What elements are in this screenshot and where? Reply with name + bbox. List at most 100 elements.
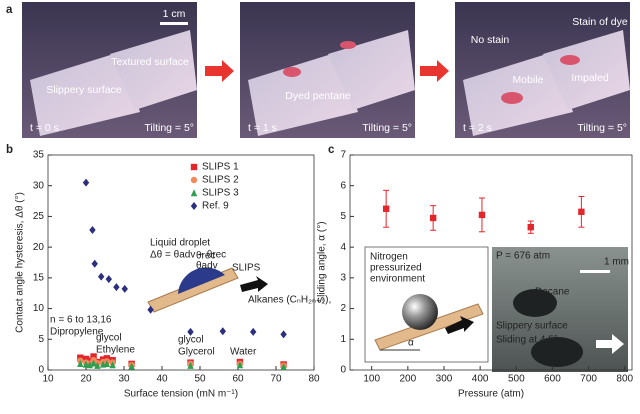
photo-text: Dyed pentane xyxy=(285,90,351,102)
y-tick-label: 4 xyxy=(340,242,346,253)
annotation: Alkanes (CₙH₂ₙ₊₂), xyxy=(248,295,331,306)
photo-text: Textured surface xyxy=(111,56,189,68)
plot-frame xyxy=(47,154,315,371)
time-label: t = 0 s xyxy=(30,122,59,134)
x-tick-label: 70 xyxy=(270,374,282,385)
point xyxy=(82,355,90,363)
y-tick-label: 15 xyxy=(33,272,45,283)
inset-drawing xyxy=(364,246,628,372)
x-tick-label: 300 xyxy=(436,374,453,385)
y-tick-label: 1 xyxy=(340,334,346,345)
point xyxy=(382,205,390,212)
scale-bar-label: 1 cm xyxy=(163,8,186,20)
legend-label: Ref. 9 xyxy=(202,201,229,212)
point xyxy=(86,361,93,369)
y-tick-label: 7 xyxy=(340,150,346,161)
point xyxy=(187,361,194,369)
y-tick-label: 25 xyxy=(33,211,45,222)
y-tick-label: 5 xyxy=(38,334,44,345)
point xyxy=(128,362,135,370)
annotation: glycol xyxy=(178,335,204,346)
y-tick-label: 2 xyxy=(340,303,346,314)
annotation: glycol xyxy=(96,333,122,344)
point xyxy=(121,284,128,293)
annotation: Slippery surface xyxy=(496,321,568,332)
x-tick-label: 500 xyxy=(508,374,525,385)
photo-text: Mobile xyxy=(513,74,544,86)
annotation: Ethylene xyxy=(96,345,135,356)
time-label: t = 2 s xyxy=(463,122,492,134)
x-tick-label: 800 xyxy=(616,374,633,385)
y-axis-label: Contact angle hysteresis, Δθ (°) xyxy=(15,192,26,333)
point xyxy=(236,361,244,369)
x-tick-label: 50 xyxy=(194,374,206,385)
x-tick-label: 40 xyxy=(156,374,168,385)
point xyxy=(82,360,90,368)
point xyxy=(91,259,98,268)
legend-marker xyxy=(190,176,198,184)
point xyxy=(98,272,105,281)
point xyxy=(105,275,112,284)
panel-label: b xyxy=(6,144,13,156)
inset-drawing xyxy=(147,267,268,313)
annotation: θrec xyxy=(196,251,215,262)
y-tick-label: 5 xyxy=(340,211,346,222)
arrow xyxy=(205,60,234,82)
annotation: P = 676 atm xyxy=(496,251,550,262)
x-axis-label: Surface tension (mN m⁻¹) xyxy=(124,389,238,400)
photo-text: Stain of dye xyxy=(572,16,628,28)
annotation: Liquid droplet xyxy=(150,238,210,249)
annotation: α xyxy=(408,338,414,349)
point xyxy=(77,360,84,368)
annotation: 1 mm xyxy=(604,257,629,268)
photo-text: Slippery surface xyxy=(46,84,121,96)
plot-frame xyxy=(349,154,633,371)
point xyxy=(219,327,226,336)
annotation: pressurized xyxy=(370,263,422,274)
point xyxy=(280,330,287,339)
y-axis-label: Sliding angle, α (°) xyxy=(317,221,328,303)
tilt-label: Tilting = 5° xyxy=(362,122,412,134)
time-label: t = 1 s xyxy=(248,122,277,134)
legend-marker xyxy=(190,189,198,197)
legend-label: SLIPS 1 xyxy=(202,162,239,173)
point xyxy=(478,211,486,219)
point xyxy=(280,363,287,371)
point xyxy=(113,283,120,292)
point xyxy=(90,359,97,367)
annotation: n = 6 to 13,16 xyxy=(50,315,112,326)
point xyxy=(94,361,101,369)
x-tick-label: 10 xyxy=(42,374,54,385)
annotation: environment xyxy=(370,274,425,285)
y-tick-label: 30 xyxy=(33,180,45,191)
x-tick-label: 80 xyxy=(308,374,320,385)
y-tick-label: 3 xyxy=(340,272,346,283)
y-tick-label: 20 xyxy=(33,242,45,253)
annotation: Dipropylene xyxy=(50,327,104,338)
point xyxy=(90,353,97,360)
point xyxy=(103,360,111,368)
y-tick-label: 10 xyxy=(33,303,45,314)
legend-label: SLIPS 3 xyxy=(202,188,239,199)
point xyxy=(147,305,154,314)
legend-marker xyxy=(190,163,198,171)
x-tick-label: 60 xyxy=(232,374,244,385)
x-tick-label: 30 xyxy=(118,374,130,385)
x-tick-label: 700 xyxy=(580,374,597,385)
x-tick-label: 20 xyxy=(80,374,92,385)
photo-text: No stain xyxy=(471,34,510,46)
panel-label: c xyxy=(328,144,335,156)
annotation: Glycerol xyxy=(178,347,215,358)
arrow xyxy=(420,60,449,82)
annotation: SLIPS xyxy=(232,263,261,274)
point xyxy=(109,361,116,369)
point xyxy=(527,223,534,231)
annotation: Water xyxy=(230,347,257,358)
annotation: Δθ = θadv − θrec xyxy=(150,250,226,261)
annotation: Decane xyxy=(535,287,570,298)
tilt-label: Tilting = 5° xyxy=(577,122,627,134)
point xyxy=(89,225,96,234)
y-tick-label: 35 xyxy=(33,150,45,161)
x-tick-label: 400 xyxy=(472,374,489,385)
